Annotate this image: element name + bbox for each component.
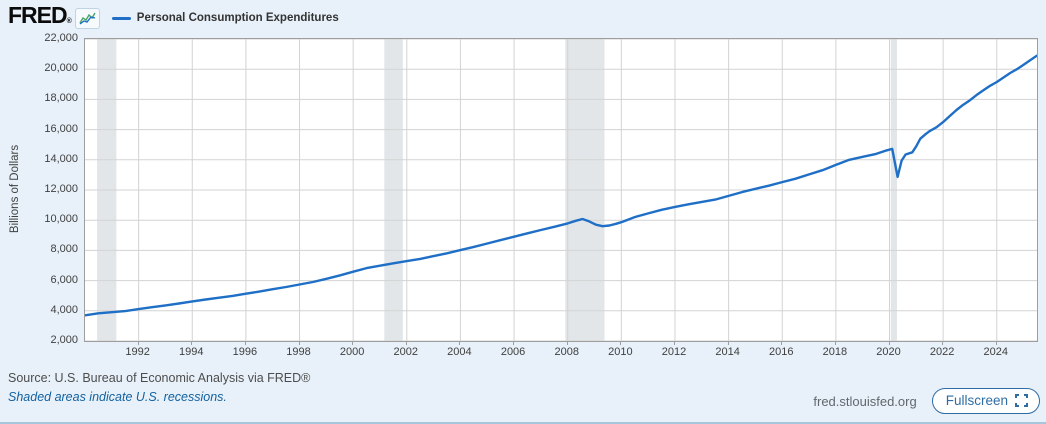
x-axis-tick-mark xyxy=(513,341,515,345)
y-tick-label: 16,000 xyxy=(44,122,78,135)
fred-sparkline-icon xyxy=(74,7,100,29)
fred-logo[interactable]: FRED® xyxy=(8,1,72,28)
footer-left: Source: U.S. Bureau of Economic Analysis… xyxy=(8,369,310,407)
plot-area[interactable] xyxy=(84,38,1038,342)
x-tick-label: 2022 xyxy=(929,346,955,358)
footer-right: fred.stlouisfed.org Fullscreen xyxy=(813,388,1040,414)
x-tick-label: 2020 xyxy=(876,346,901,358)
x-tick-label: 2002 xyxy=(393,346,419,358)
x-axis-tick-mark xyxy=(566,341,568,345)
y-tick-label: 4,000 xyxy=(50,303,78,316)
y-tick-label: 14,000 xyxy=(44,152,78,165)
y-tick-label: 12,000 xyxy=(44,183,78,195)
x-axis-tick-mark xyxy=(834,341,836,345)
y-tick-label: 18,000 xyxy=(44,92,78,105)
x-axis-tick-mark xyxy=(620,341,622,345)
chart-canvas xyxy=(85,39,1037,341)
fullscreen-icon xyxy=(1015,394,1028,407)
pce-series-line xyxy=(85,54,1037,317)
header: FRED® Personal Consumption Expenditures xyxy=(8,2,339,32)
x-axis-tick-mark xyxy=(673,341,675,345)
fullscreen-button-label: Fullscreen xyxy=(945,393,1008,408)
x-axis-tick-mark xyxy=(352,341,354,345)
x-tick-label: 2006 xyxy=(500,346,526,358)
x-axis-tick-mark xyxy=(298,341,300,345)
x-axis-tick-mark xyxy=(244,341,246,345)
x-axis-tick-mark xyxy=(888,341,890,345)
x-tick-label: 1998 xyxy=(286,346,311,358)
x-axis-tick-mark xyxy=(137,341,139,345)
y-tick-label: 8,000 xyxy=(50,243,78,256)
x-axis-tick-labels: 1992 1994 1996 1998 2000 2002 2004 2006 2008 2010… xyxy=(0,346,1046,362)
registered-mark: ® xyxy=(66,17,72,25)
x-axis-tick-mark xyxy=(942,341,944,345)
x-tick-label: 2010 xyxy=(608,346,633,358)
recession-note-link[interactable]: Shaded areas indicate U.S. recessions. xyxy=(8,390,227,404)
x-tick-label: 2000 xyxy=(339,346,365,358)
x-tick-label: 2012 xyxy=(661,346,687,358)
legend-line-swatch xyxy=(111,16,131,20)
fullscreen-button[interactable]: Fullscreen xyxy=(931,388,1040,414)
x-tick-label: 2008 xyxy=(554,346,579,358)
fred-site-link[interactable]: fred.stlouisfed.org xyxy=(813,393,917,409)
x-tick-label: 1996 xyxy=(232,346,258,358)
y-tick-label: 2,000 xyxy=(50,334,78,346)
x-tick-label: 2014 xyxy=(715,346,740,358)
x-axis-tick-mark xyxy=(995,341,997,345)
y-axis-tick-labels: 2,000 4,000 6,000 8,000 10,000 12,000 14,000 16… xyxy=(0,0,78,360)
x-tick-label: 2004 xyxy=(447,346,472,358)
x-axis-tick-mark xyxy=(405,341,407,345)
x-tick-label: 2018 xyxy=(822,346,848,358)
x-axis-tick-mark xyxy=(191,341,193,345)
y-tick-label: 20,000 xyxy=(44,62,78,75)
x-tick-label: 1994 xyxy=(179,346,204,358)
x-axis-tick-mark xyxy=(459,341,461,345)
x-axis-tick-mark xyxy=(781,341,783,345)
y-tick-label: 22,000 xyxy=(44,32,78,44)
x-tick-label: 2024 xyxy=(983,346,1009,358)
x-tick-label: 2016 xyxy=(768,346,794,358)
x-tick-label: 1992 xyxy=(125,346,150,358)
series-title: Personal Consumption Expenditures xyxy=(136,12,339,24)
y-tick-label: 6,000 xyxy=(50,273,78,286)
source-text: Source: U.S. Bureau of Economic Analysis… xyxy=(8,371,311,385)
x-axis-tick-mark xyxy=(727,341,729,345)
y-tick-label: 10,000 xyxy=(44,213,78,226)
legend: Personal Consumption Expenditures xyxy=(111,12,339,24)
